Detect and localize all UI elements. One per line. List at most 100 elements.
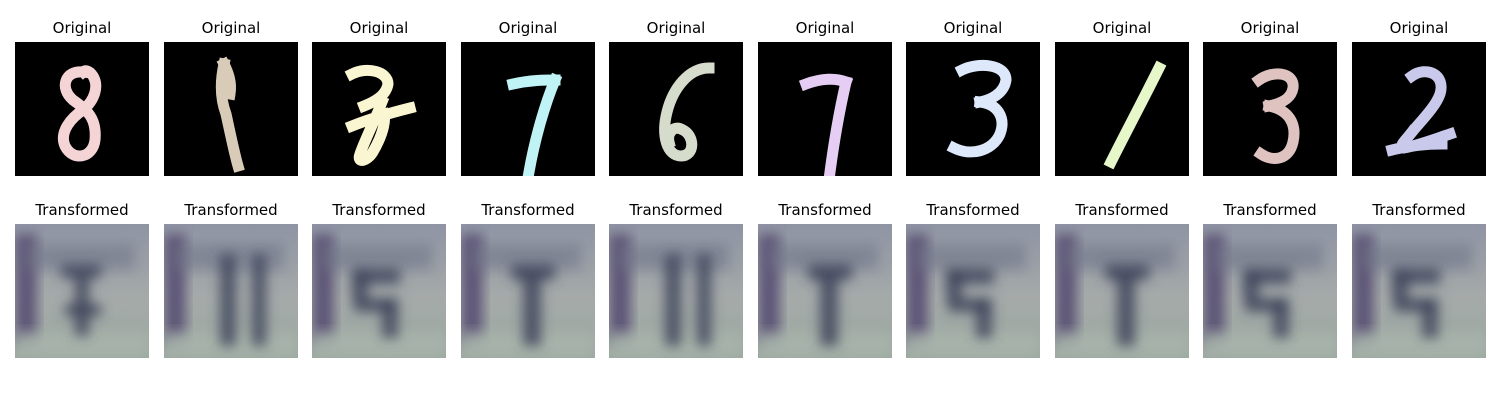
- panel-title: Transformed: [1075, 201, 1169, 219]
- glyph-stroke: [665, 254, 681, 346]
- digit-stroke: [216, 56, 236, 101]
- blurred-glyph: [511, 264, 555, 346]
- panel-title: Original: [1389, 19, 1449, 37]
- digit-stroke: [344, 64, 394, 114]
- image-background: [758, 42, 892, 176]
- panel-title: Original: [498, 19, 558, 37]
- digit-stroke: [946, 95, 1008, 158]
- panel-title: Original: [943, 19, 1003, 37]
- transformed-image: [1203, 224, 1337, 358]
- handwritten-digit: [344, 64, 417, 166]
- panel-title: Transformed: [926, 201, 1020, 219]
- panel-title: Transformed: [1372, 201, 1466, 219]
- original-image: [1203, 42, 1337, 176]
- panel-title: Original: [349, 19, 409, 37]
- original-image: [312, 42, 446, 176]
- top-shadow: [916, 244, 1026, 270]
- top-shadow: [1213, 244, 1323, 270]
- panel-title: Original: [1240, 19, 1300, 37]
- glyph-stroke: [1243, 268, 1259, 302]
- digit-stroke: [1404, 66, 1447, 140]
- glyph-stroke: [252, 254, 266, 346]
- transformed-image: [15, 224, 149, 358]
- glyph-stroke: [976, 298, 992, 338]
- bottom-haze: [1203, 332, 1337, 358]
- glyph-stroke: [820, 272, 838, 346]
- original-image: [609, 42, 743, 176]
- blurred-glyph: [1392, 268, 1440, 338]
- original-image: [1055, 42, 1189, 176]
- panel-title: Original: [646, 19, 706, 37]
- handwritten-digit: [215, 56, 245, 173]
- blurred-glyph: [352, 268, 400, 338]
- digit-stroke: [522, 72, 563, 176]
- original-image: [1352, 42, 1486, 176]
- panel-title: Transformed: [778, 201, 872, 219]
- panel-title: Original: [52, 19, 112, 37]
- blurred-glyph: [1105, 264, 1149, 346]
- glyph-stroke: [1422, 298, 1438, 338]
- transformed-image: [1055, 224, 1189, 358]
- digit-stroke: [659, 62, 715, 162]
- blurred-glyph: [61, 264, 101, 336]
- glyph-stroke: [220, 254, 236, 346]
- panel-title: Original: [1092, 19, 1152, 37]
- transformed-image: [1352, 224, 1486, 358]
- digit-stroke: [1253, 99, 1300, 164]
- handwritten-digit: [798, 73, 854, 176]
- panel-title: Transformed: [629, 201, 723, 219]
- bottom-haze: [1352, 332, 1486, 358]
- handwritten-digit: [946, 59, 1012, 158]
- digit-stroke: [58, 65, 102, 162]
- bottom-haze: [312, 332, 446, 358]
- transformed-image: [906, 224, 1040, 358]
- handwritten-digit: [1251, 68, 1300, 164]
- panel-title: Transformed: [1223, 201, 1317, 219]
- transformed-image: [758, 224, 892, 358]
- glyph-stroke: [1392, 268, 1408, 302]
- panel-title: Transformed: [481, 201, 575, 219]
- bottom-haze: [15, 332, 149, 358]
- glyph-stroke: [946, 268, 962, 302]
- top-shadow: [1362, 244, 1472, 270]
- digit-stroke: [798, 73, 854, 92]
- original-image: [15, 42, 149, 176]
- panel-title: Transformed: [35, 201, 129, 219]
- transformed-image: [461, 224, 595, 358]
- digit-stroke: [353, 94, 390, 166]
- glyph-stroke: [352, 268, 368, 302]
- glyph-stroke: [61, 264, 101, 278]
- transformed-image: [609, 224, 743, 358]
- panel-title: Original: [201, 19, 261, 37]
- blurred-glyph: [220, 254, 266, 346]
- digit-stroke: [1385, 138, 1448, 157]
- original-image: [461, 42, 595, 176]
- image-background: [1055, 42, 1189, 176]
- handwritten-digit: [506, 72, 563, 176]
- digit-stroke: [215, 57, 245, 173]
- image-background: [1352, 42, 1486, 176]
- handwritten-digit: [1385, 66, 1457, 157]
- transformed-image: [164, 224, 298, 358]
- blurred-glyph: [808, 264, 852, 346]
- glyph-stroke: [65, 304, 101, 316]
- blurred-glyph: [665, 254, 711, 346]
- digit-stroke: [823, 75, 853, 176]
- original-image: [906, 42, 1040, 176]
- blurred-glyph: [1243, 268, 1291, 338]
- glyph-stroke: [1117, 272, 1135, 346]
- transformed-image: [312, 224, 446, 358]
- bottom-haze: [906, 332, 1040, 358]
- handwritten-digit: [659, 62, 715, 162]
- handwritten-digit: [58, 65, 102, 162]
- blurred-glyph: [946, 268, 994, 338]
- glyph-stroke: [1273, 298, 1289, 338]
- top-shadow: [322, 244, 432, 270]
- panel-title: Transformed: [332, 201, 426, 219]
- panel-title: Original: [795, 19, 855, 37]
- panel-title: Transformed: [184, 201, 278, 219]
- glyph-stroke: [697, 254, 711, 346]
- digit-stroke: [1103, 60, 1167, 170]
- original-image: [758, 42, 892, 176]
- glyph-stroke: [382, 298, 398, 338]
